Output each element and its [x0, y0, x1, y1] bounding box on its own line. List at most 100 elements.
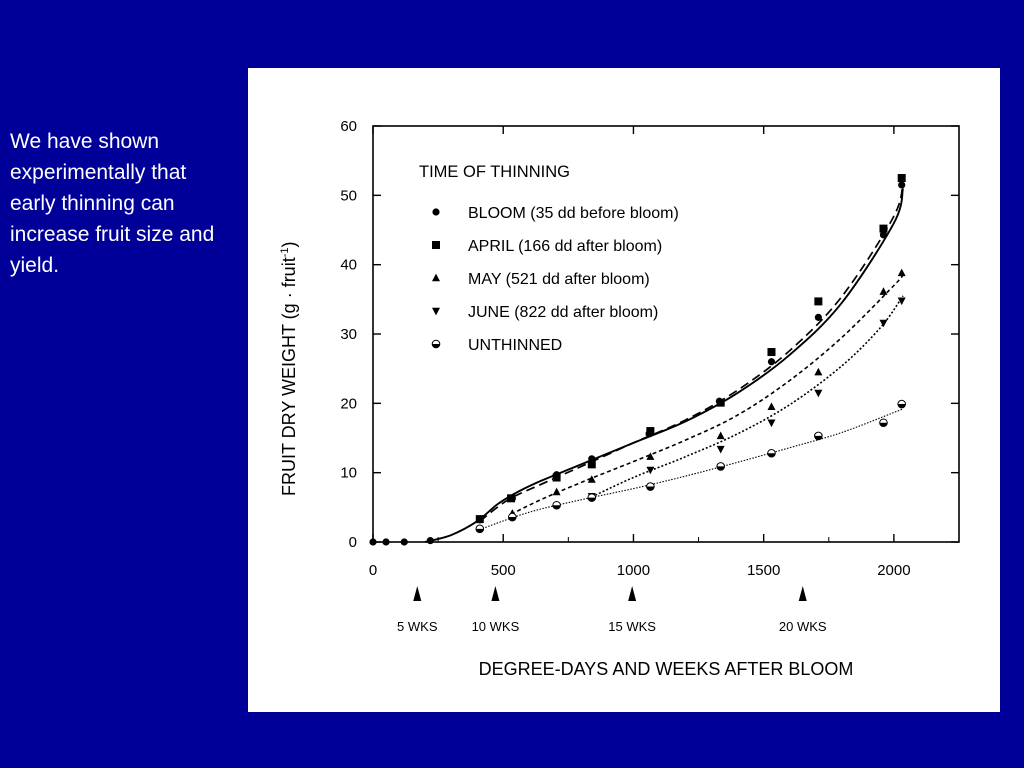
- data-point-square: [552, 473, 561, 482]
- half-circle-fill: [814, 435, 823, 440]
- data-point-square: [767, 348, 776, 357]
- x-axis-label: DEGREE-DAYS AND WEEKS AFTER BLOOM: [479, 659, 854, 679]
- data-point-triangle-down: [646, 466, 655, 475]
- data-point-triangle-up: [814, 367, 823, 376]
- data-point-circle: [382, 538, 390, 546]
- data-point-half-circle: [508, 512, 517, 522]
- legend-entry-label: MAY (521 dd after bloom): [468, 271, 650, 288]
- week-marker-label: 20 WKS: [779, 619, 827, 634]
- data-point-square: [507, 494, 516, 503]
- fit-curve-thin-dotted: [479, 408, 904, 531]
- y-axis-label: FRUIT DRY WEIGHT (g · fruit-1): [279, 242, 299, 496]
- legend-marker-half-circle: [431, 339, 441, 349]
- data-point-triangle-up: [897, 268, 906, 277]
- data-point-circle: [767, 358, 776, 366]
- data-point-circle: [426, 537, 434, 545]
- y-tick-label: 0: [349, 534, 357, 551]
- y-axis-label-superscript: -1: [279, 248, 291, 258]
- y-tick-label: 60: [340, 118, 357, 135]
- data-point-circle: [400, 538, 408, 546]
- fit-curve-short-dash: [510, 274, 904, 516]
- half-circle-fill: [897, 404, 906, 408]
- data-point-square: [587, 460, 596, 469]
- half-circle-fill: [879, 422, 888, 427]
- data-point-half-circle: [646, 482, 655, 491]
- data-point-triangle-up: [587, 475, 596, 483]
- plot-frame: [372, 125, 960, 543]
- fit-curve-dashed: [479, 179, 904, 522]
- slide-body-text: We have shown experimentally that early …: [10, 130, 215, 277]
- data-point-half-circle: [879, 418, 888, 428]
- data-point-half-circle: [814, 431, 823, 441]
- week-marker-arrow: [798, 586, 807, 601]
- data-point-half-circle: [897, 399, 907, 409]
- x-tick-label: 0: [369, 562, 377, 579]
- data-point-triangle-down: [814, 389, 823, 398]
- legend-entry-label: JUNE (822 dd after bloom): [468, 304, 658, 321]
- data-point-triangle-up: [646, 452, 655, 460]
- half-circle-fill: [716, 466, 725, 471]
- data-point-square: [879, 224, 888, 233]
- y-axis-label-main: FRUIT DRY WEIGHT (g · fruit: [279, 257, 299, 496]
- data-point-triangle-down: [897, 297, 906, 306]
- week-marker-arrow: [628, 586, 637, 601]
- data-point-half-circle: [716, 462, 725, 471]
- legend-entry-label: BLOOM (35 dd before bloom): [468, 205, 679, 222]
- data-point-circle: [814, 313, 822, 321]
- data-point-circle: [879, 231, 888, 239]
- half-circle-fill: [552, 505, 561, 510]
- data-point-half-circle: [587, 493, 597, 502]
- legend-marker-square: [432, 241, 440, 249]
- half-circle-fill: [646, 486, 655, 491]
- legend-marker-triangle-up: [432, 273, 440, 282]
- y-axis-label-close: ): [279, 242, 299, 248]
- week-marker-label: 10 WKS: [472, 619, 520, 634]
- thinning-chart: 0 10 20 30 40 50 60 0 500 1000 1500 2000 5 WKS 10 W…: [279, 118, 960, 679]
- data-point-half-circle: [552, 500, 561, 510]
- legend-title: TIME OF THINNING: [419, 163, 570, 181]
- y-tick-label: 40: [340, 257, 357, 274]
- data-point-circle: [898, 181, 906, 189]
- legend-marker-circle: [432, 208, 440, 216]
- data-point-triangle-up: [716, 431, 725, 440]
- data-point-half-circle: [475, 524, 485, 534]
- x-tick-label: 2000: [877, 562, 910, 579]
- week-markers: 5 WKS 10 WKS 15 WKS 20 WKS: [397, 586, 827, 634]
- half-circle-fill: [587, 497, 596, 502]
- week-marker-arrow: [413, 586, 422, 601]
- chart-panel: 0 10 20 30 40 50 60 0 500 1000 1500 2000 5 WKS 10 W…: [248, 68, 1000, 712]
- y-tick-label: 20: [340, 395, 357, 412]
- week-marker-label: 15 WKS: [608, 619, 656, 634]
- legend-entry-label: APRIL (166 dd after bloom): [468, 238, 662, 255]
- data-point-triangle-up: [767, 402, 776, 410]
- fit-curves: [424, 179, 904, 543]
- half-circle-fill: [767, 453, 776, 458]
- data-point-triangle-down: [767, 419, 776, 428]
- half-circle-fill: [475, 528, 484, 533]
- data-point-square: [716, 398, 725, 407]
- fit-curve-dotted: [591, 295, 904, 498]
- data-point-square: [475, 515, 484, 524]
- legend: TIME OF THINNING BLOOM (35 dd before blo…: [419, 163, 679, 354]
- data-point-half-circle: [767, 448, 776, 458]
- data-point-circle: [369, 538, 377, 546]
- data-point-triangle-up: [879, 287, 888, 295]
- data-point-triangle-up: [552, 487, 561, 496]
- y-tick-label: 30: [340, 326, 357, 343]
- y-axis-ticks: 0 10 20 30 40 50 60: [340, 118, 959, 551]
- legend-entry-label: UNTHINNED: [468, 337, 562, 354]
- week-marker-arrow: [491, 586, 500, 601]
- x-tick-label: 500: [491, 562, 516, 579]
- x-axis-ticks: 0 500 1000 1500 2000: [369, 126, 911, 579]
- data-point-square: [646, 427, 655, 436]
- data-point-triangle-down: [716, 445, 725, 454]
- data-point-square: [814, 297, 823, 306]
- data-point-square: [897, 174, 906, 182]
- data-points: [369, 174, 907, 546]
- data-point-triangle-down: [879, 319, 888, 328]
- week-marker-label: 5 WKS: [397, 619, 438, 634]
- half-circle-fill: [432, 344, 440, 348]
- y-tick-label: 10: [340, 465, 357, 482]
- y-tick-label: 50: [340, 187, 357, 204]
- legend-marker-triangle-down: [432, 307, 440, 316]
